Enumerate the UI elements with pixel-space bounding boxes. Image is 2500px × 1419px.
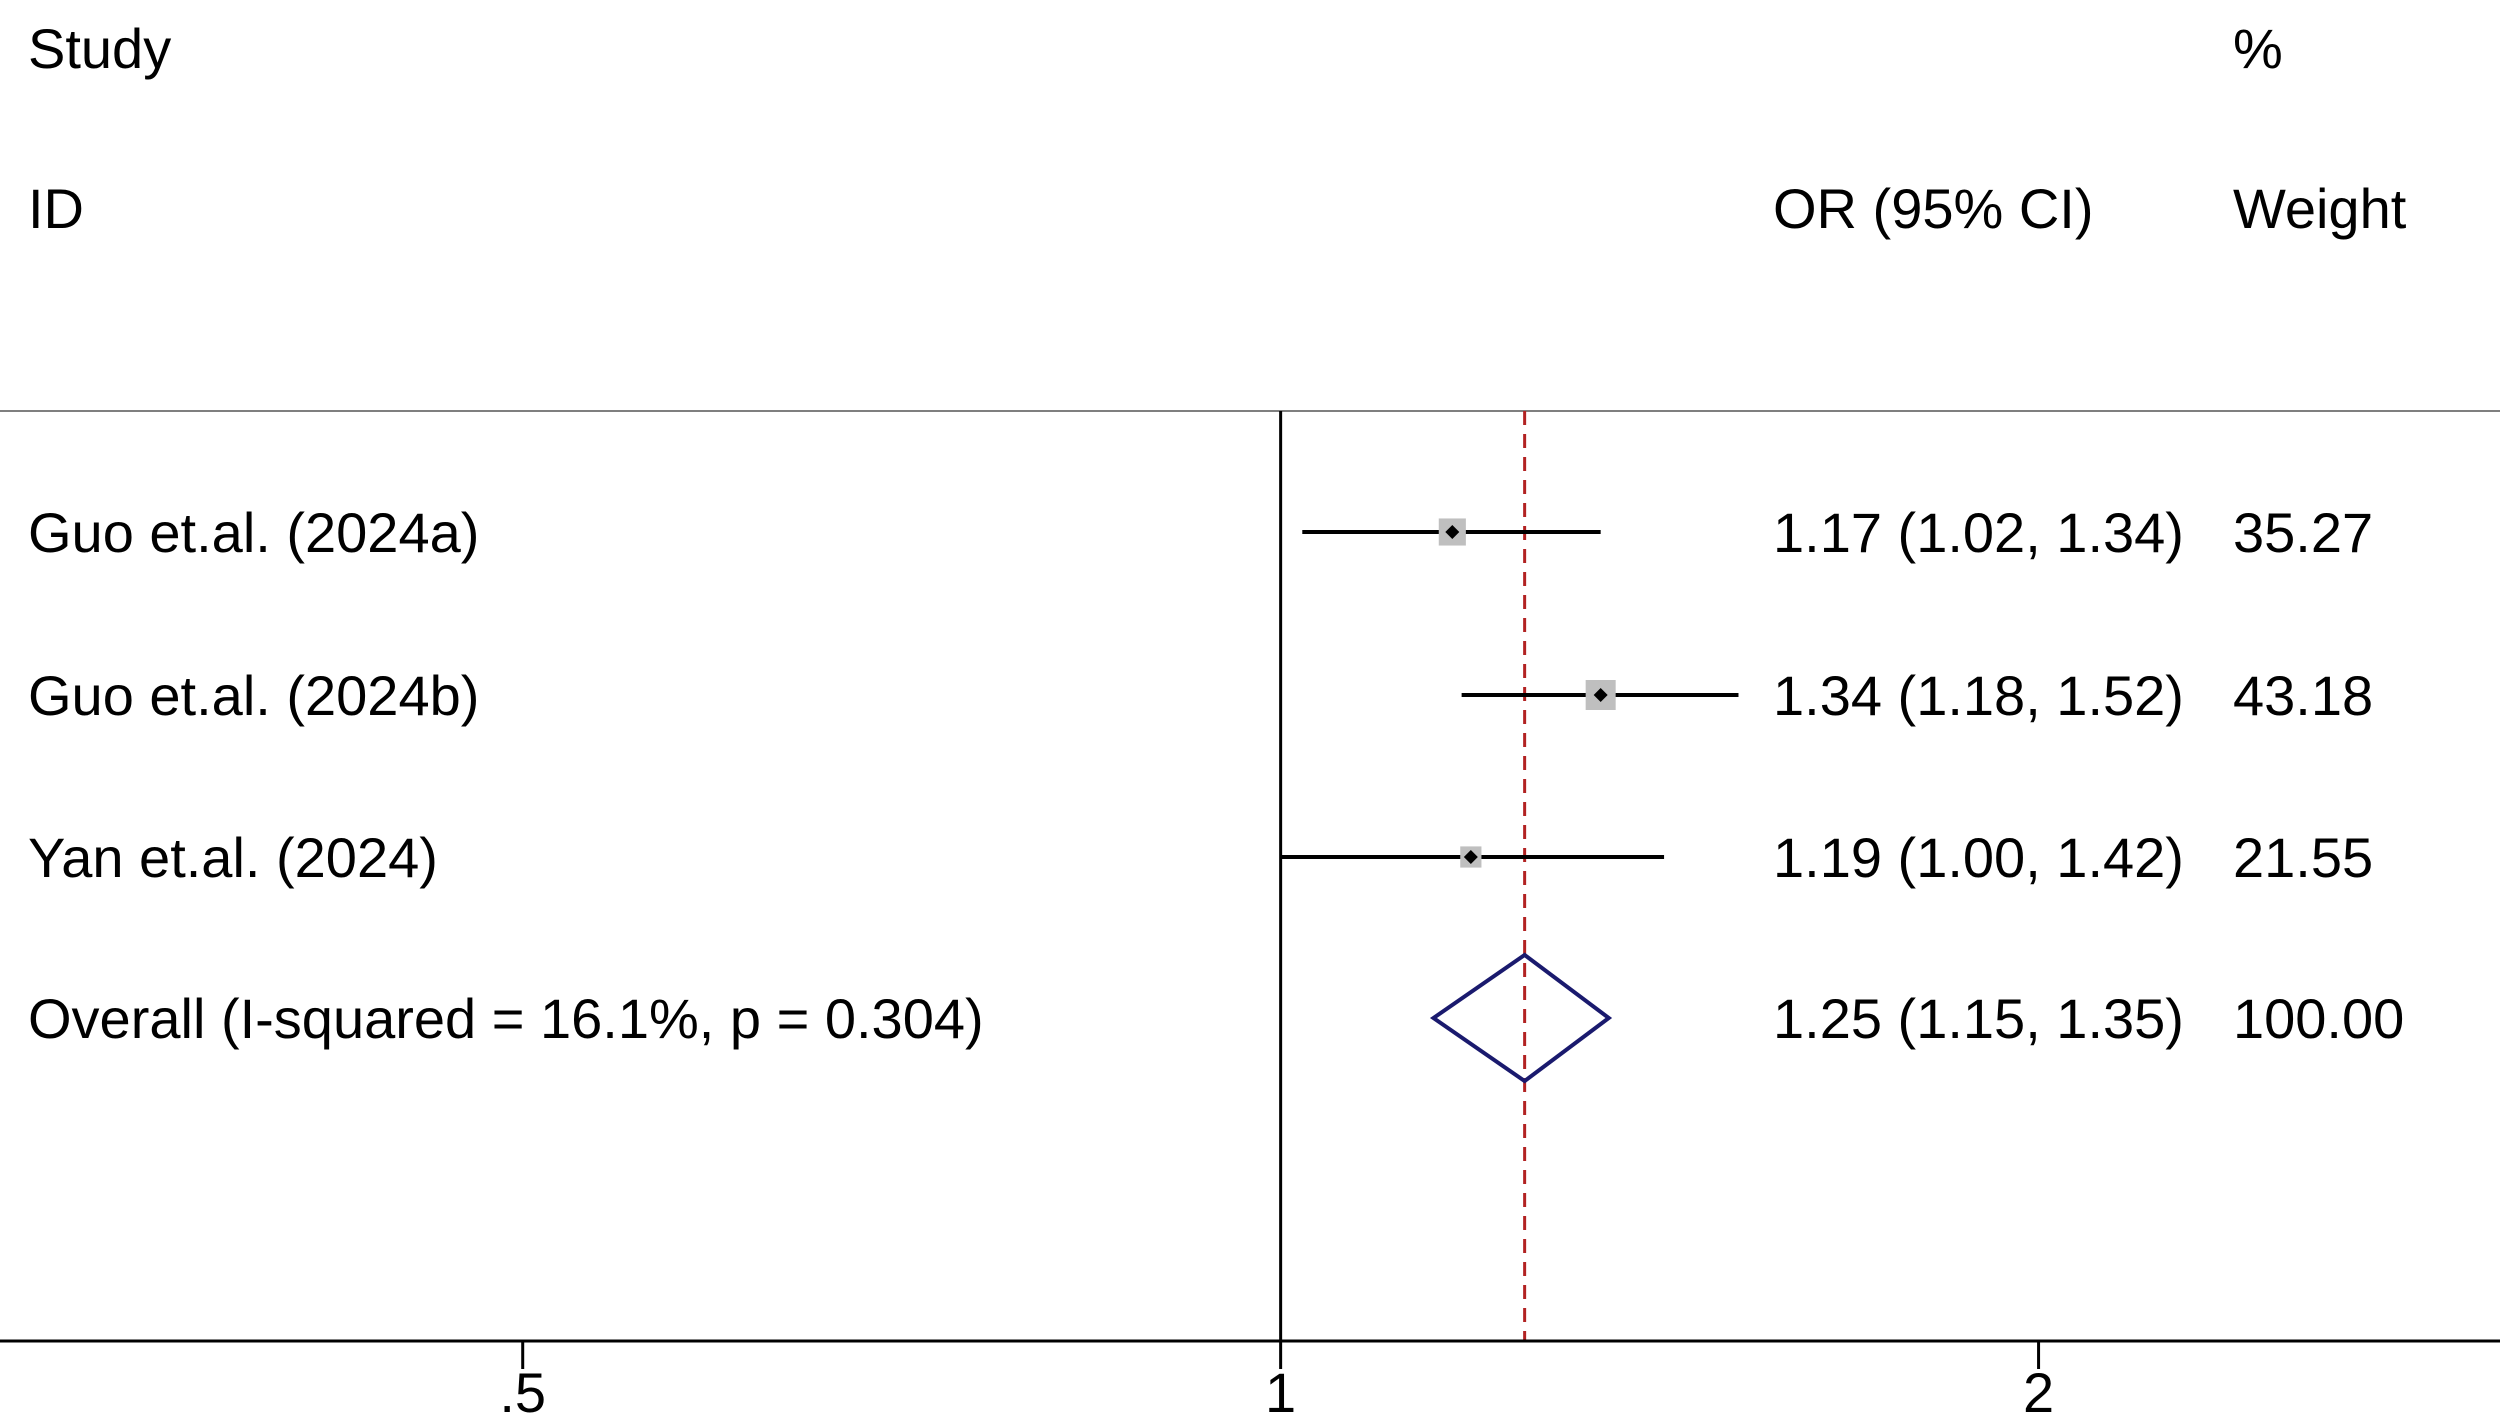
or-ci-value: 1.19 (1.00, 1.42): [1773, 826, 2184, 889]
header-study: Study: [28, 17, 171, 80]
study-label: Yan et.al. (2024): [28, 826, 438, 889]
study-row: Guo et.al. (2024a) 1.17 (1.02, 1.34) 35.27: [28, 501, 2373, 564]
study-row: Yan et.al. (2024) 1.19 (1.00, 1.42) 21.55: [28, 826, 2373, 889]
study-row: Guo et.al. (2024b) 1.34 (1.18, 1.52) 43.18: [28, 664, 2373, 727]
overall-weight-value: 100.00: [2233, 987, 2404, 1050]
header-or-ci: OR (95% CI): [1773, 177, 2094, 240]
overall-diamond: [1429, 952, 1613, 1084]
x-tick-label: 2: [2023, 1361, 2054, 1419]
weight-value: 21.55: [2233, 826, 2373, 889]
header-id: ID: [28, 177, 84, 240]
header-percent: %: [2233, 17, 2283, 80]
or-ci-value: 1.17 (1.02, 1.34): [1773, 501, 2184, 564]
weight-value: 35.27: [2233, 501, 2373, 564]
study-label: Guo et.al. (2024b): [28, 664, 479, 727]
point-estimate: [1445, 525, 1460, 539]
overall-label: Overall (I-squared = 16.1%, p = 0.304): [28, 987, 984, 1050]
x-tick-label: 1: [1265, 1361, 1296, 1419]
x-tick-label: .5: [499, 1361, 546, 1419]
header-weight: Weight: [2233, 177, 2407, 240]
x-axis-ticks: .5 1 2: [499, 1341, 2054, 1419]
overall-row: Overall (I-squared = 16.1%, p = 0.304) 1.…: [28, 952, 2404, 1084]
study-label: Guo et.al. (2024a): [28, 501, 479, 564]
study-rows: Guo et.al. (2024a) 1.17 (1.02, 1.34) 35.27…: [28, 501, 2373, 889]
weight-value: 43.18: [2233, 664, 2373, 727]
point-estimate: [1463, 850, 1478, 864]
or-ci-value: 1.34 (1.18, 1.52): [1773, 664, 2184, 727]
point-estimate: [1593, 688, 1608, 702]
overall-or-ci-value: 1.25 (1.15, 1.35): [1773, 987, 2184, 1050]
